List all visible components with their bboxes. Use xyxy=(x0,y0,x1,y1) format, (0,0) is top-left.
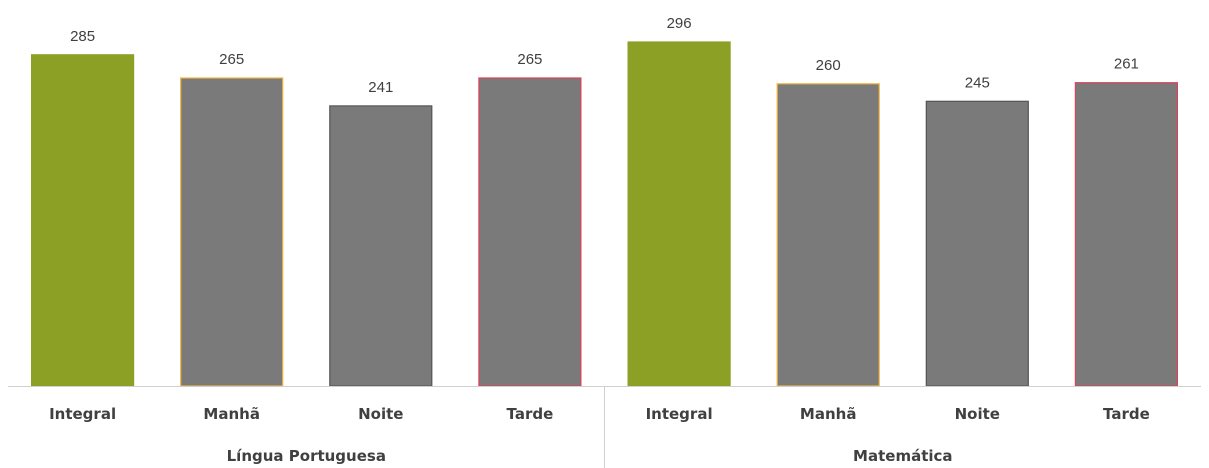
bar-1-1 xyxy=(776,83,880,387)
data-label-0-3: 265 xyxy=(517,51,542,68)
group-label-1: Matemática xyxy=(853,447,952,465)
bar-1-0 xyxy=(627,41,731,387)
category-label-1-1: Manhã xyxy=(800,405,857,423)
data-label-0-1: 265 xyxy=(219,51,244,68)
labels-layer: 285 Integral 265 Manhã 241 Noite 265 Tarde Língu… xyxy=(49,15,1150,465)
bar-1-2 xyxy=(925,100,1029,387)
data-label-1-2: 245 xyxy=(965,74,990,91)
group-label-0: Língua Portuguesa xyxy=(227,447,386,465)
category-label-1-2: Noite xyxy=(955,405,1000,423)
bar-0-0 xyxy=(31,54,135,387)
category-label-0-3: Tarde xyxy=(507,405,554,423)
category-label-0-1: Manhã xyxy=(203,405,260,423)
category-label-1-0: Integral xyxy=(646,405,713,423)
category-label-0-2: Noite xyxy=(358,405,403,423)
category-label-0-0: Integral xyxy=(49,405,116,423)
data-label-0-0: 285 xyxy=(70,28,95,45)
bar-0-2 xyxy=(329,105,433,387)
data-label-1-0: 296 xyxy=(667,15,692,32)
bars-layer xyxy=(31,41,1179,387)
category-label-1-3: Tarde xyxy=(1103,405,1150,423)
bar-0-3 xyxy=(478,77,582,387)
bar-1-3 xyxy=(1074,82,1179,387)
data-label-1-1: 260 xyxy=(816,57,841,74)
bar-0-1 xyxy=(180,77,284,387)
data-label-1-3: 261 xyxy=(1114,56,1139,73)
data-label-0-2: 241 xyxy=(368,79,393,96)
